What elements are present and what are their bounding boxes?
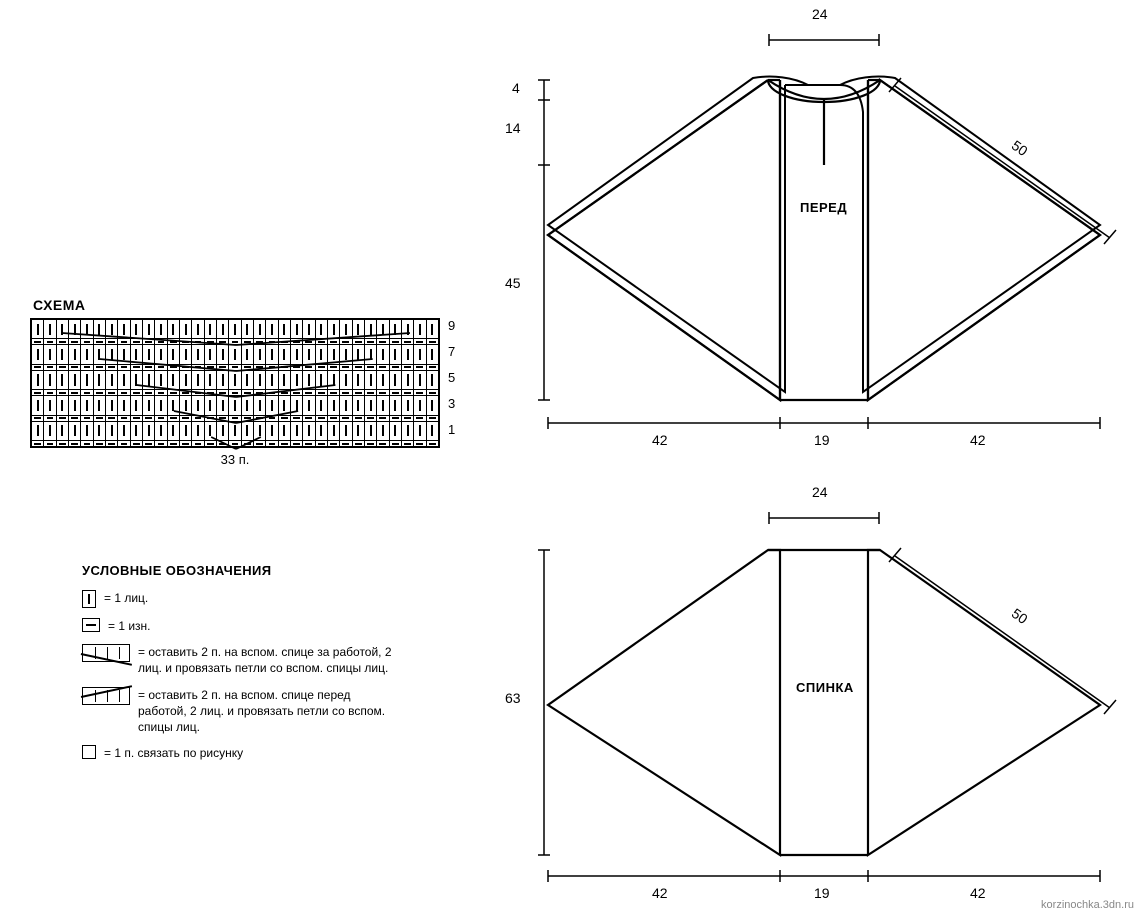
- legend-text: = 1 изн.: [108, 618, 151, 634]
- back-label: СПИНКА: [796, 680, 854, 695]
- dim-front-top-val: 24: [812, 6, 828, 22]
- dim-front-b1: 42: [652, 432, 668, 448]
- dim-back-b2: 19: [814, 885, 830, 901]
- dim-front-b3: 42: [970, 432, 986, 448]
- legend-text: = оставить 2 п. на вспом. спице за работ…: [138, 644, 398, 676]
- dim-front-b2: 19: [814, 432, 830, 448]
- legend-symbol-knit: [82, 590, 96, 608]
- dim-back-b1: 42: [652, 885, 668, 901]
- chart-row-label: 5: [448, 370, 455, 385]
- chart-row-label: 7: [448, 344, 455, 359]
- chart-title: СХЕМА: [33, 297, 86, 313]
- legend-text: = оставить 2 п. на вспом. спице перед ра…: [138, 687, 398, 736]
- chart-row-label: 3: [448, 396, 455, 411]
- dim-front-4: 4: [512, 80, 520, 96]
- legend-symbol-purl: [82, 618, 100, 632]
- legend-symbol-cable_right: [82, 644, 130, 662]
- legend-item: = оставить 2 п. на вспом. спице за работ…: [82, 644, 412, 676]
- dim-back-top: [767, 498, 881, 522]
- dim-back-63: 63: [505, 690, 521, 706]
- dim-front-diag: [885, 80, 1125, 270]
- watermark: korzinochka.3dn.ru: [1041, 899, 1134, 911]
- dim-back-left: [530, 550, 550, 855]
- dim-back-diag: [885, 550, 1125, 740]
- legend-item: = 1 лиц.: [82, 590, 412, 608]
- dim-front-left: [530, 80, 550, 400]
- legend-text: = 1 п. связать по рисунку: [104, 745, 243, 761]
- legend-symbol-empty: [82, 745, 96, 759]
- dim-front-45: 45: [505, 275, 521, 291]
- legend-item: = 1 изн.: [82, 618, 412, 634]
- front-label: ПЕРЕД: [800, 200, 847, 215]
- legend-text: = 1 лиц.: [104, 590, 148, 606]
- dim-back-b3: 42: [970, 885, 986, 901]
- legend-title: УСЛОВНЫЕ ОБОЗНАЧЕНИЯ: [82, 563, 272, 578]
- dim-front-14: 14: [505, 120, 521, 136]
- dim-back-top-val: 24: [812, 484, 828, 500]
- chart-bottom-label: 33 п.: [30, 452, 440, 467]
- dim-front-top: [767, 20, 881, 44]
- chart-row-label: 1: [448, 422, 455, 437]
- legend: = 1 лиц. = 1 изн. = оставить 2 п. на вспом…: [82, 590, 412, 771]
- legend-symbol-cable_left: [82, 687, 130, 705]
- legend-item: = оставить 2 п. на вспом. спице перед ра…: [82, 687, 412, 736]
- legend-item: = 1 п. связать по рисунку: [82, 745, 412, 761]
- chart-row-label: 9: [448, 318, 455, 333]
- stitch-chart: [30, 318, 440, 448]
